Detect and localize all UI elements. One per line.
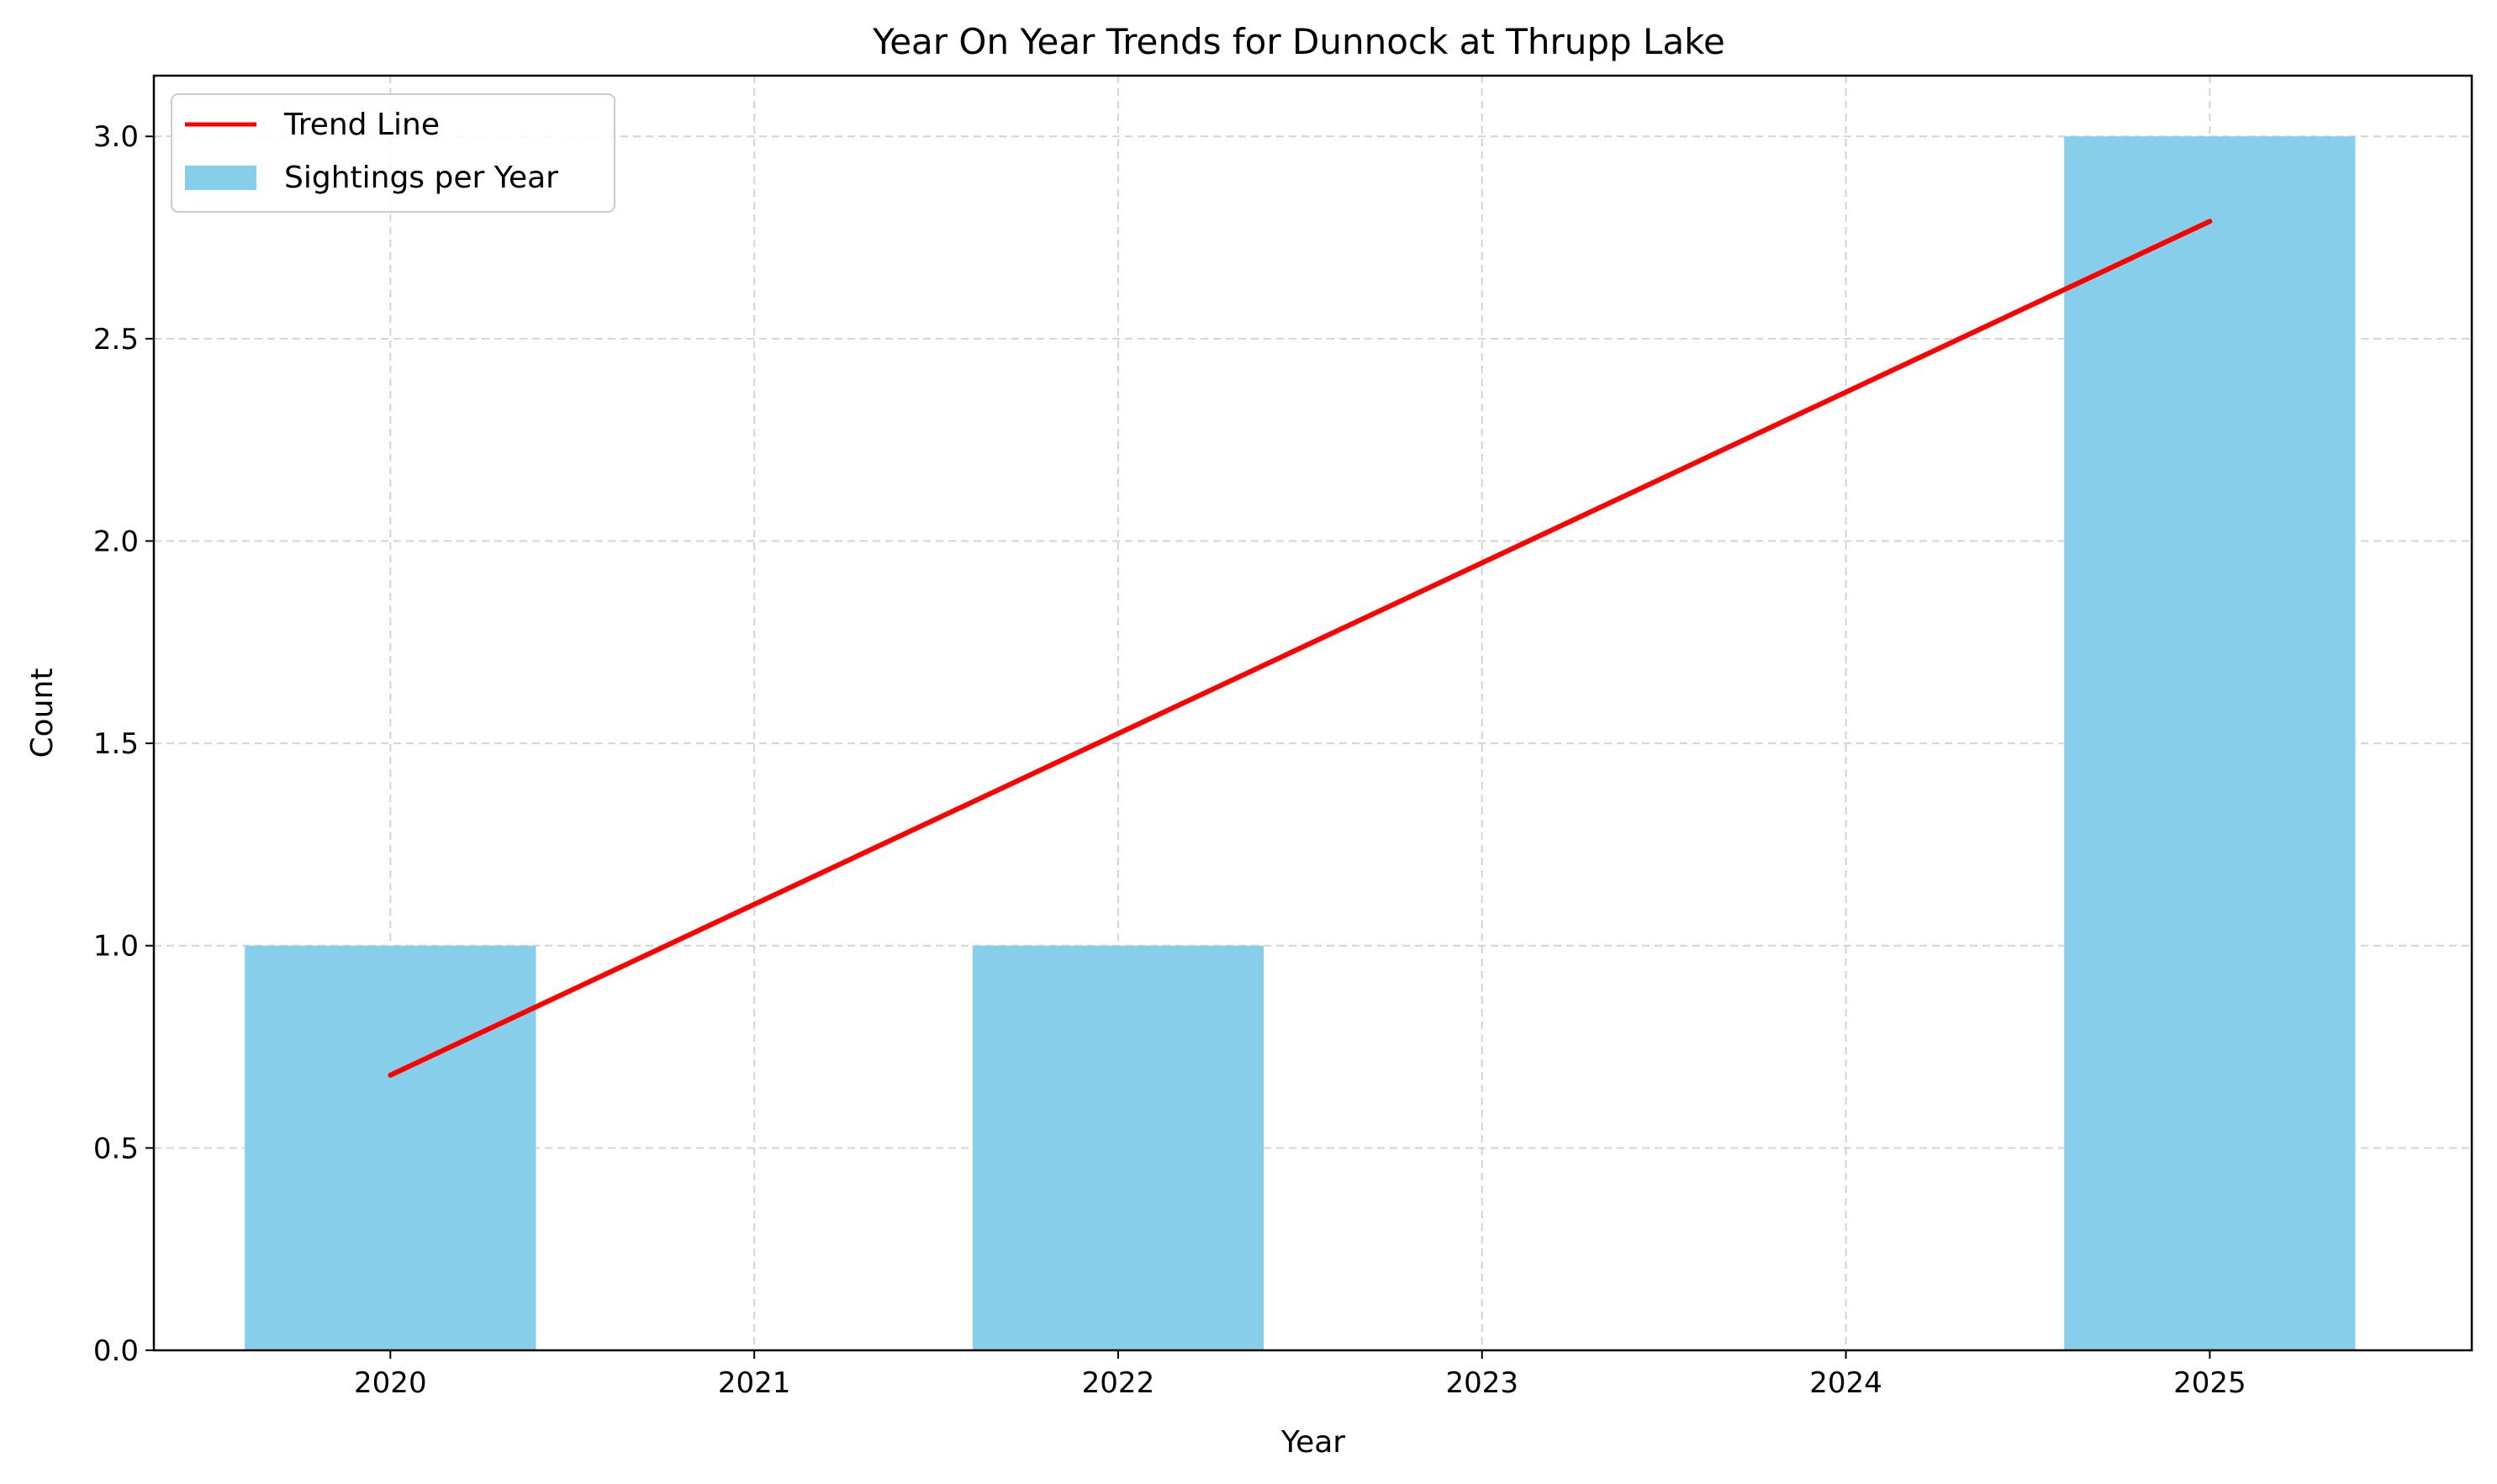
legend-box bbox=[171, 93, 615, 213]
trend-line-layer bbox=[388, 219, 2213, 1078]
x-tick-label-2021: 2021 bbox=[718, 1366, 791, 1400]
axes-frame bbox=[152, 74, 2473, 1352]
trend-line bbox=[388, 219, 2213, 1078]
y-tick-label-0.5: 0.5 bbox=[93, 1132, 139, 1165]
y-axis: 0.0 0.5 1.0 1.5 2.0 2.5 3.0 bbox=[93, 120, 154, 1368]
legend: Trend Line Sightings per Year bbox=[171, 93, 615, 213]
y-tick-label-1.0: 1.0 bbox=[93, 930, 139, 964]
x-axis: 2020 2021 2022 2023 2024 2025 bbox=[354, 1350, 2246, 1400]
x-tick-label-2024: 2024 bbox=[1809, 1366, 1882, 1400]
x-tick-label-2020: 2020 bbox=[354, 1366, 427, 1400]
x-tick-label-2023: 2023 bbox=[1445, 1366, 1518, 1400]
bar-2022 bbox=[972, 945, 1264, 1350]
legend-label-trend-line: Trend Line bbox=[283, 108, 440, 142]
y-tick-label-0.0: 0.0 bbox=[93, 1334, 139, 1368]
legend-label-sightings: Sightings per Year bbox=[284, 161, 558, 195]
bar-2020 bbox=[245, 945, 536, 1350]
y-axis-label: Count bbox=[25, 668, 60, 758]
x-axis-label: Year bbox=[1280, 1425, 1345, 1460]
y-tick-label-2.0: 2.0 bbox=[93, 525, 139, 558]
x-tick-label-2022: 2022 bbox=[1082, 1366, 1155, 1400]
bars bbox=[245, 136, 2356, 1351]
bar-2025 bbox=[2064, 136, 2356, 1351]
chart-title: Year On Year Trends for Dunnock at Thrup… bbox=[872, 21, 1725, 62]
y-tick-label-2.5: 2.5 bbox=[93, 323, 139, 356]
y-tick-label-3.0: 3.0 bbox=[93, 120, 139, 154]
legend-swatch-sightings bbox=[185, 166, 256, 190]
x-tick-label-2025: 2025 bbox=[2173, 1366, 2246, 1400]
y-tick-label-1.5: 1.5 bbox=[93, 727, 139, 761]
